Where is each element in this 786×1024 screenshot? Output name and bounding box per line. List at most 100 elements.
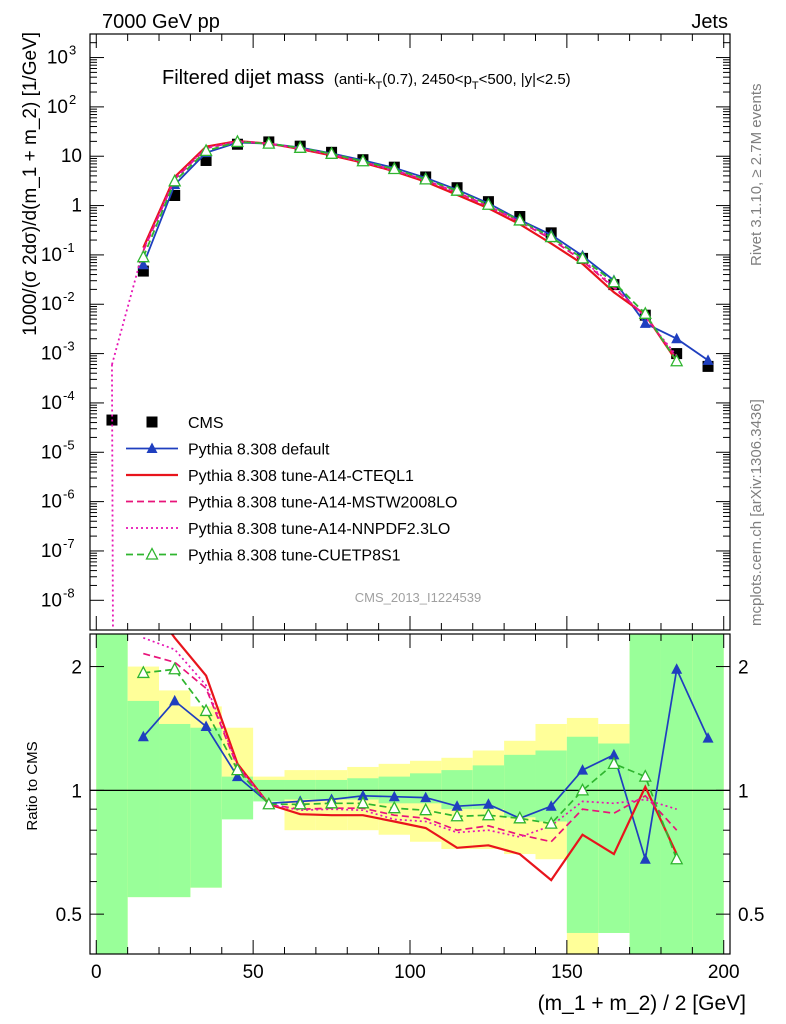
- data-point: [136, 249, 150, 263]
- x-axis-label: (m_1 + m_2) / 2 [GeV]: [538, 992, 746, 1015]
- ratio-plot-series: [136, 634, 714, 882]
- ratio-point: [702, 732, 714, 743]
- y-tick-label: 10: [41, 590, 62, 611]
- y-tick-exponent: -2: [63, 289, 75, 304]
- ratio-point: [230, 762, 245, 776]
- y-tick-label: 10: [47, 48, 68, 69]
- data-point: [419, 171, 433, 185]
- legend-label: Pythia 8.308 tune-A14-CTEQL1: [188, 468, 414, 485]
- ratio-point: [450, 808, 464, 822]
- data-point: [481, 197, 496, 210]
- ratio-line: [143, 637, 677, 838]
- main-series-0: [106, 136, 714, 426]
- legend-label: Pythia 8.308 tune-A14-NNPDF2.3LO: [188, 521, 450, 538]
- y-tick-exponent: -3: [63, 339, 75, 354]
- plot-title: Filtered dijet mass (anti-kT(0.7), 2450<…: [162, 67, 571, 92]
- y-tick-label: 10: [41, 294, 62, 315]
- main-plot-series: [106, 134, 714, 630]
- ratio-point: [136, 665, 150, 679]
- ratio-series-4: [136, 661, 684, 865]
- band-inner: [284, 779, 316, 800]
- legend-label: CMS: [188, 415, 224, 432]
- legend-entry-4: Pythia 8.308 tune-A14-NNPDF2.3LO: [126, 521, 450, 538]
- x-tick-label: 150: [551, 962, 583, 983]
- category-label: Jets: [691, 11, 728, 33]
- data-point: [230, 134, 245, 148]
- y-tick-label: 10: [41, 442, 62, 463]
- series-line: [111, 140, 678, 365]
- series-line-extension: [111, 364, 114, 630]
- ratio-y-tick-label-right: 2: [738, 658, 749, 679]
- band-inner: [127, 700, 160, 898]
- data-point: [671, 348, 683, 360]
- ratio-point: [387, 800, 401, 814]
- x-tick-label: 100: [394, 962, 426, 983]
- ratio-series-1: [170, 634, 678, 882]
- band-inner: [159, 723, 191, 898]
- y-tick-exponent: -6: [63, 487, 75, 502]
- ratio-line: [143, 652, 678, 843]
- ratio-y-tick-label: 0.5: [56, 905, 82, 926]
- data-point: [702, 360, 714, 372]
- data-point: [450, 183, 464, 196]
- main-y-axis-label: 1000/(σ 2dσ)/d(m_1 + m_2) [1/GeV]: [20, 32, 41, 336]
- y-tick-exponent: -1: [63, 240, 75, 255]
- y-tick-label: 10: [41, 344, 62, 365]
- series-line: [142, 140, 678, 362]
- data-point: [575, 250, 590, 264]
- band-inner: [598, 743, 630, 933]
- ratio-y-tick-label: 2: [71, 658, 82, 679]
- ratio-series-3: [143, 637, 677, 838]
- ratio-y-tick-label-right: 0.5: [738, 905, 764, 926]
- data-point: [670, 353, 684, 367]
- data-point: [199, 143, 213, 157]
- plot-title-sub: (anti-kT(0.7), 2450<pT<500, |y|<2.5): [334, 71, 571, 92]
- y-tick-exponent: 2: [69, 92, 76, 107]
- legend-entry-5: Pythia 8.308 tune-CUETP8S1: [126, 547, 401, 565]
- ratio-line: [170, 634, 678, 882]
- ratio-point: [388, 790, 400, 802]
- data-point: [702, 354, 714, 365]
- y-tick-exponent: -5: [63, 437, 75, 452]
- band-inner: [190, 727, 222, 888]
- data-point: [607, 274, 621, 288]
- ratio-point: [168, 661, 182, 675]
- data-point: [513, 213, 527, 226]
- legend-label: Pythia 8.308 default: [188, 442, 330, 459]
- y-tick-exponent: 3: [69, 43, 76, 58]
- legend-entry-0: CMS: [146, 415, 224, 432]
- y-tick-label: 10: [41, 393, 62, 414]
- ratio-point: [293, 796, 307, 810]
- ratio-point: [638, 769, 652, 782]
- ratio-point: [199, 703, 213, 717]
- ratio-axes: 0.5 0.5 1 1 2 2 0 50 100 150 200: [56, 634, 764, 983]
- band-inner: [221, 776, 254, 820]
- legend-entry-2: Pythia 8.308 tune-A14-CTEQL1: [126, 468, 414, 485]
- band-inner: [692, 634, 724, 954]
- ratio-point: [544, 816, 558, 829]
- data-point: [639, 317, 651, 328]
- ratio-series-2: [143, 652, 678, 843]
- energy-label: 7000 GeV pp: [102, 11, 220, 33]
- band-inner: [96, 634, 128, 954]
- series-line: [142, 140, 678, 359]
- ratio-point: [451, 800, 463, 811]
- ratio-y-tick-label: 1: [71, 781, 82, 802]
- y-tick-label: 10: [47, 97, 68, 118]
- ratio-point: [169, 694, 181, 706]
- data-point: [137, 265, 149, 277]
- y-tick-exponent: -4: [63, 388, 75, 403]
- data-point: [262, 136, 276, 149]
- rivet-label: Rivet 3.1.10, ≥ 2.7M events: [748, 84, 765, 267]
- ratio-uncertainty-bands: [96, 634, 724, 954]
- legend-marker: [146, 416, 158, 428]
- y-tick-label: 10: [41, 541, 62, 562]
- x-tick-label: 50: [243, 962, 264, 983]
- ratio-line: [143, 668, 678, 860]
- data-point: [137, 258, 149, 270]
- data-point: [638, 306, 652, 319]
- legend-entry-1: Pythia 8.308 default: [126, 442, 330, 459]
- main-series-5: [136, 134, 684, 367]
- data-point: [200, 154, 212, 166]
- y-tick-exponent: -7: [63, 536, 75, 551]
